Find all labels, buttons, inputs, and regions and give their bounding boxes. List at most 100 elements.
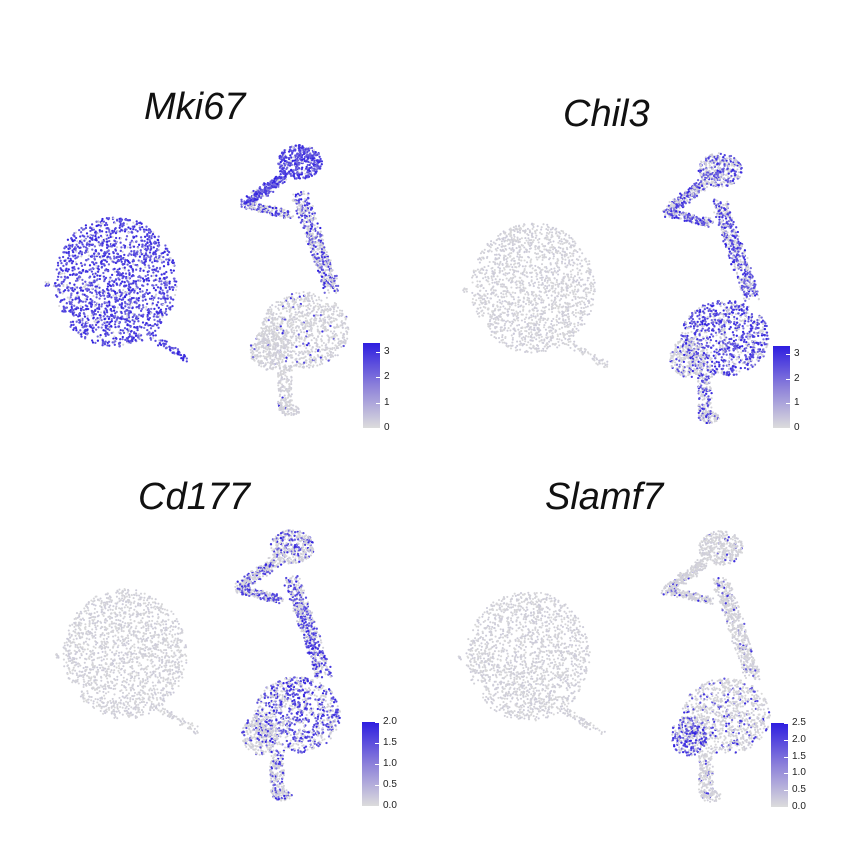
- cell-point: [94, 313, 98, 316]
- cell-point: [339, 324, 342, 327]
- cell-point: [312, 246, 315, 249]
- cell-point: [63, 278, 66, 281]
- cell-point: [310, 348, 313, 351]
- cell-point: [291, 361, 294, 364]
- cell-point: [534, 236, 537, 239]
- cell-point: [98, 277, 102, 281]
- cell-point: [131, 288, 134, 291]
- cell-point: [118, 289, 121, 292]
- cell-point: [273, 363, 276, 366]
- cell-point: [290, 413, 293, 417]
- cell-point: [265, 334, 268, 337]
- cell-point: [279, 401, 282, 404]
- cell-point: [139, 260, 142, 263]
- cell-point: [141, 261, 144, 265]
- cell-point: [268, 330, 271, 333]
- cell-point: [564, 294, 567, 298]
- cell-point: [279, 301, 282, 304]
- cell-point: [105, 223, 109, 227]
- cell-point: [293, 159, 296, 162]
- cell-point: [122, 343, 125, 346]
- cell-point: [257, 347, 260, 350]
- cell-point: [262, 345, 265, 348]
- cell-point: [107, 282, 110, 286]
- cell-point: [278, 163, 281, 166]
- cell-point: [157, 306, 160, 309]
- cell-point: [282, 167, 285, 170]
- cell-point: [102, 275, 106, 278]
- cell-point: [342, 333, 345, 336]
- cell-point: [295, 363, 298, 366]
- cell-point: [281, 411, 284, 415]
- cell-point: [300, 323, 303, 326]
- cell-point: [118, 230, 122, 233]
- cell-point: [283, 356, 286, 359]
- cell-point: [183, 354, 186, 358]
- cell-point: [245, 195, 248, 198]
- cell-point: [106, 287, 109, 291]
- cell-point: [524, 237, 527, 240]
- cell-point: [68, 260, 71, 263]
- cell-point: [93, 258, 97, 261]
- cell-point: [91, 234, 95, 237]
- cell-point: [306, 201, 309, 204]
- cell-point: [59, 259, 62, 262]
- cell-point: [305, 309, 308, 312]
- cell-point: [560, 240, 563, 243]
- cell-point: [505, 277, 508, 280]
- cell-point: [144, 323, 147, 327]
- cell-point: [314, 295, 317, 298]
- cell-point: [313, 159, 316, 163]
- cell-point: [319, 358, 322, 361]
- cell-point: [149, 327, 153, 330]
- cell-point: [90, 300, 93, 304]
- cell-point: [327, 352, 330, 355]
- cell-point: [71, 249, 74, 252]
- cell-point: [137, 313, 141, 316]
- cell-point: [298, 365, 301, 368]
- cell-point: [289, 159, 292, 162]
- cell-point: [290, 399, 293, 402]
- cell-point: [135, 298, 139, 301]
- cell-point: [80, 335, 83, 338]
- cell-point: [107, 263, 111, 266]
- cell-point: [114, 231, 118, 235]
- cell-point: [166, 291, 169, 294]
- cell-point: [326, 321, 329, 324]
- cell-point: [146, 234, 149, 237]
- cell-point: [299, 216, 302, 219]
- cell-point: [287, 354, 291, 357]
- cell-point: [300, 173, 303, 176]
- cell-point: [577, 329, 580, 332]
- cell-point: [267, 355, 270, 358]
- cell-point: [301, 161, 304, 164]
- cell-point: [316, 349, 320, 353]
- cell-point: [305, 330, 309, 333]
- cell-point: [540, 278, 543, 282]
- cell-point: [100, 266, 103, 269]
- cell-point: [137, 335, 140, 338]
- cell-point: [87, 254, 91, 257]
- cell-point: [98, 318, 101, 321]
- cell-point: [151, 302, 154, 305]
- cell-point: [119, 338, 122, 341]
- cell-point: [315, 241, 318, 244]
- cell-point: [585, 260, 588, 263]
- cell-point: [290, 306, 293, 309]
- cell-point: [164, 298, 167, 301]
- cell-point: [94, 321, 97, 324]
- cell-point: [136, 265, 139, 268]
- cell-point: [316, 302, 319, 305]
- cell-point: [310, 294, 313, 297]
- cell-point: [168, 301, 172, 304]
- cell-point: [93, 280, 96, 283]
- cell-point: [103, 301, 106, 304]
- cell-point: [79, 329, 82, 332]
- cell-point: [338, 312, 341, 315]
- cell-point: [139, 334, 143, 337]
- cell-point: [171, 288, 175, 292]
- cell-point: [142, 269, 145, 272]
- cell-point: [132, 279, 135, 283]
- cell-point: [311, 154, 314, 157]
- cell-point: [172, 351, 175, 354]
